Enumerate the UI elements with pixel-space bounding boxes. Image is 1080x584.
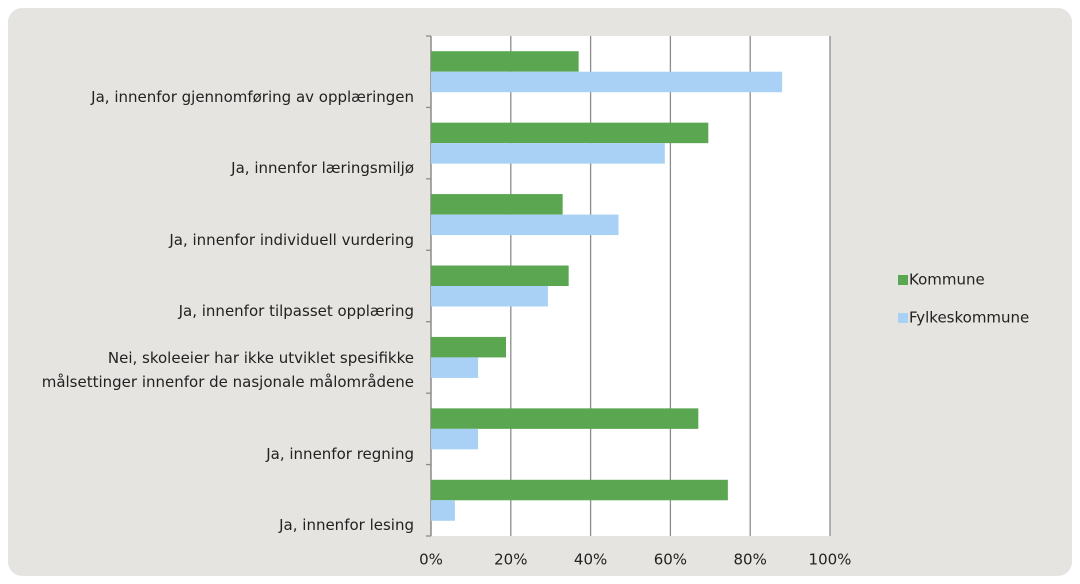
x-tick-label: 60% xyxy=(654,551,687,569)
bar xyxy=(431,51,579,72)
legend-swatch xyxy=(898,275,908,285)
bar xyxy=(431,428,479,450)
y-tick-label: Ja, innenfor regning xyxy=(266,444,414,463)
x-tick-label: 40% xyxy=(574,551,607,569)
y-tick-label: Ja, innenfor lesing xyxy=(279,516,414,535)
bar xyxy=(431,265,569,286)
bar xyxy=(431,71,783,93)
bar xyxy=(431,500,455,521)
y-tick-label: Ja, innenfor gjennomføring av opplæringe… xyxy=(91,87,414,106)
bar xyxy=(431,214,619,236)
x-tick-label: 80% xyxy=(734,551,767,569)
x-tick-label: 20% xyxy=(494,551,527,569)
bar xyxy=(431,286,548,307)
x-tick-label: 0% xyxy=(419,551,443,569)
bar xyxy=(431,143,665,164)
legend-swatch xyxy=(898,313,908,323)
x-tick-label: 100% xyxy=(809,551,852,569)
bar xyxy=(431,357,479,378)
legend-label: Fylkeskommune xyxy=(909,309,1029,327)
bar xyxy=(431,479,728,501)
y-tick-label: Ja, innenfor tilpasset opplæring xyxy=(178,302,414,320)
legend-label: Kommune xyxy=(909,271,985,289)
y-tick-label: Ja, innenfor individuell vurdering xyxy=(169,230,414,249)
y-tick-label: Ja, innenfor læringsmiljø xyxy=(231,159,414,178)
bar xyxy=(431,194,563,215)
bar xyxy=(431,408,699,429)
bar xyxy=(431,122,709,144)
y-tick-label: Nei, skoleeier har ikke utviklet spesifi… xyxy=(41,349,414,392)
bar xyxy=(431,336,507,358)
